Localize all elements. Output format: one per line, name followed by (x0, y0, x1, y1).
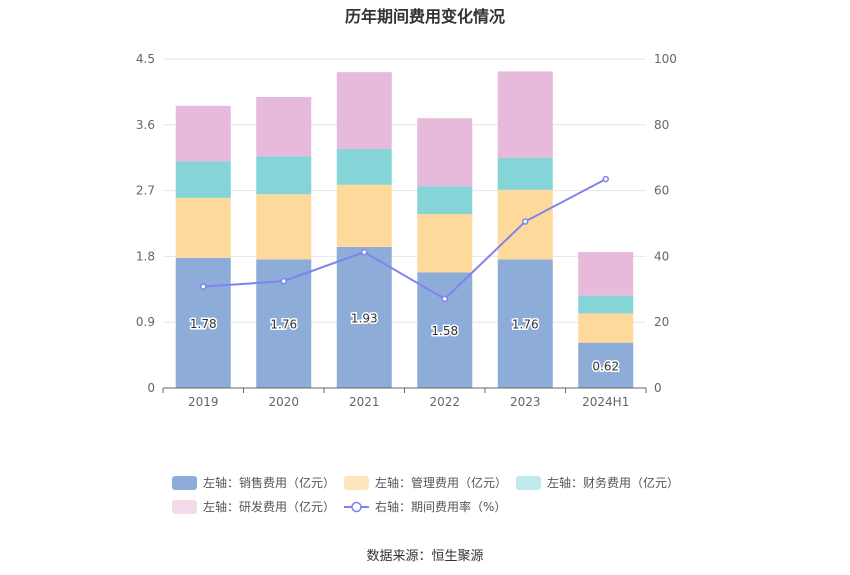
bar-segment-2 (336, 184, 392, 247)
expense-rate-point (361, 248, 368, 256)
right-axis-tick-label: 20 (654, 315, 669, 329)
legend-label: 左轴：销售费用（亿元） (203, 476, 336, 490)
legend-label: 右轴：期间费用率（%） (375, 500, 507, 514)
expense-rate-point (522, 218, 529, 225)
bar-segment-4 (175, 105, 231, 162)
legend-swatch (344, 475, 369, 490)
legend-label: 左轴：管理费用（亿元） (375, 476, 508, 490)
bar-segment-3 (417, 186, 473, 214)
bar-segment-3 (336, 148, 392, 185)
left-axis-tick-label: 4.5 (136, 52, 155, 66)
bar-segment-2 (175, 197, 231, 258)
legend-item-admin-expense[interactable]: 左轴：管理费用（亿元） (344, 474, 507, 491)
bar-segment-3 (256, 156, 312, 195)
legend-swatch (172, 475, 197, 490)
legend-label: 左轴：财务费用（亿元） (547, 476, 680, 490)
legend-swatch (516, 475, 541, 490)
bar-segment-2 (578, 313, 634, 343)
bar-segment-3 (175, 161, 231, 198)
bar-segment-4 (336, 72, 392, 149)
bar-segment-1 (336, 246, 392, 388)
bar-data-label: 1.93 (351, 311, 378, 325)
bar-segment-3 (497, 157, 553, 190)
x-axis-tick-label: 2023 (510, 395, 541, 409)
bar-segment-2 (417, 213, 473, 273)
bar-segment-1 (175, 257, 231, 388)
x-axis-tick-label: 2022 (429, 395, 460, 409)
right-axis-tick-label: 80 (654, 118, 669, 132)
bar-data-label: 1.76 (512, 318, 539, 332)
left-axis-tick-label: 0.9 (136, 315, 155, 329)
bar-data-label: 0.62 (592, 359, 619, 373)
right-axis-tick-label: 100 (654, 52, 677, 66)
right-axis-tick-label: 0 (654, 381, 662, 395)
bar-segment-4 (497, 71, 553, 158)
bar-segment-4 (578, 252, 634, 296)
bar-data-label: 1.78 (190, 317, 217, 331)
bar-segment-3 (578, 295, 634, 314)
bar-data-label: 1.76 (270, 318, 297, 332)
bar-segment-4 (256, 97, 312, 157)
legend-label: 左轴：研发费用（亿元） (203, 500, 336, 514)
legend-item-finance-expense[interactable]: 左轴：财务费用（亿元） (516, 474, 679, 491)
bar-data-label: 1.58 (431, 324, 458, 338)
expense-rate-point (280, 277, 287, 285)
bar-segment-4 (417, 118, 473, 187)
x-axis-tick-label: 2020 (268, 395, 299, 409)
bar-segment-1 (497, 259, 553, 388)
bar-segment-1 (578, 342, 634, 388)
expense-rate-line (203, 178, 607, 301)
bar-segment-2 (256, 194, 312, 260)
legend-swatch (172, 499, 197, 514)
expense-rate-point (200, 283, 207, 290)
left-axis-tick-label: 2.7 (136, 184, 155, 198)
x-axis-tick-label: 2024H1 (582, 395, 629, 409)
expense-rate-point (602, 175, 609, 183)
bar-segment-1 (417, 272, 473, 388)
right-axis-tick-label: 60 (654, 184, 669, 198)
legend-line-marker-icon (344, 501, 369, 512)
left-axis-tick-label: 3.6 (136, 118, 155, 132)
legend-item-rd-expense[interactable]: 左轴：研发费用（亿元） (172, 498, 335, 515)
left-axis-tick-label: 1.8 (136, 249, 155, 263)
legend-item-expense-rate[interactable]: 右轴：期间费用率（%） (344, 498, 506, 515)
right-axis-tick-label: 40 (654, 249, 669, 263)
chart-title: 历年期间费用变化情况 (344, 7, 505, 26)
chart-legend: 左轴：销售费用（亿元） 左轴：管理费用（亿元） 左轴：财务费用（亿元） 左轴：研… (0, 466, 850, 526)
x-axis-tick-label: 2021 (349, 395, 380, 409)
left-axis-tick-label: 0 (147, 381, 155, 395)
expense-rate-point (441, 295, 448, 303)
x-axis-tick-label: 2019 (188, 395, 219, 409)
chart-plot: 0 0.9 1.8 2.7 3.6 4.5 0 20 40 60 80 100 1.78 2019 1.76… (136, 52, 677, 409)
source-note: 数据来源：恒生聚源 (366, 549, 484, 564)
legend-item-sales-expense[interactable]: 左轴：销售费用（亿元） (172, 474, 335, 491)
